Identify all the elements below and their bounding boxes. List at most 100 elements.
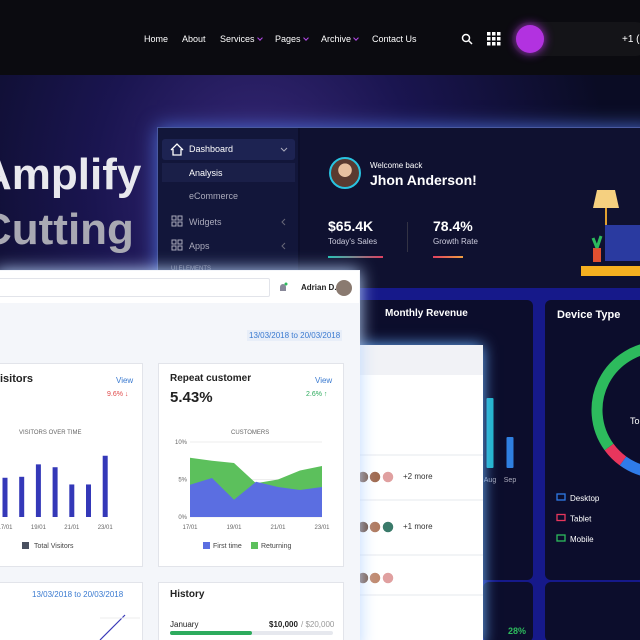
customers-chart: 0% 5% 10% 17/01 19/01 21/01 23/01 First time Ret… — [175, 440, 330, 550]
stat-value: 78.4% — [433, 218, 473, 234]
card-title: Repeat customer — [170, 373, 252, 384]
chevron — [353, 35, 359, 41]
x-tick-label: 17/01 — [182, 525, 198, 531]
search-box[interactable] — [0, 278, 270, 297]
admin-header — [0, 271, 359, 303]
nav-link[interactable]: Contact Us — [372, 34, 417, 44]
search-icon[interactable] — [461, 33, 473, 45]
sidebar-item[interactable]: Analysis — [189, 168, 223, 178]
history-amount: $10,000 — [269, 620, 298, 629]
stat-bar — [328, 256, 383, 258]
repeat-card — [158, 363, 344, 567]
more-count[interactable]: +1 more — [403, 522, 433, 531]
x-tick-label: Aug — [484, 477, 497, 484]
line-fragment — [99, 614, 140, 640]
view-link[interactable]: View — [116, 376, 134, 385]
sidebar-icons — [170, 143, 288, 251]
chart-title: VISITORS OVER TIME — [19, 430, 82, 436]
phone-number: +1 (6 — [622, 34, 640, 45]
chevron — [302, 35, 309, 41]
visitors-chart: 17/01 19/01 21/01 23/01 Total Visitors — [0, 455, 114, 550]
bar — [102, 455, 108, 517]
x-tick-label: Sep — [504, 477, 517, 484]
legend-swatch — [22, 542, 29, 549]
hero-line: Cutting — [0, 205, 134, 254]
divider — [407, 222, 408, 252]
bottom-card — [0, 582, 143, 640]
stat-bar — [433, 256, 463, 258]
team-rows — [355, 454, 483, 596]
user-avatar — [336, 280, 352, 296]
sidebar-sub-active[interactable] — [162, 163, 295, 182]
view-link[interactable]: View — [315, 376, 333, 385]
y-tick-label: 10% — [175, 440, 188, 446]
history-month: January — [170, 620, 199, 629]
chevron — [256, 35, 263, 41]
sidebar-active[interactable] — [162, 139, 295, 160]
bar — [86, 484, 91, 517]
card-title: Device Type — [557, 309, 621, 321]
nav-link[interactable]: Services — [220, 34, 263, 44]
welcome-name: Jhon Anderson! — [370, 172, 477, 188]
card-title: Monthly Revenue — [385, 308, 468, 319]
team-header — [355, 345, 483, 375]
card-value: 5.43% — [170, 389, 213, 406]
bell-icon[interactable] — [278, 282, 288, 294]
stat-value: $65.4K — [328, 218, 374, 234]
welcome-card — [300, 128, 640, 290]
bar — [2, 477, 8, 517]
illustration — [581, 190, 640, 276]
x-tick-label: 19/01 — [226, 525, 242, 531]
y-tick-label: 5% — [178, 478, 187, 484]
revenue-chart: Aug Sep — [484, 398, 517, 484]
legend-label: Desktop — [570, 494, 600, 503]
history-card — [158, 582, 344, 640]
stat-label: Growth Rate — [433, 237, 478, 246]
sidebar-item[interactable]: eCommerce — [189, 191, 239, 201]
nav-link[interactable]: Home — [144, 34, 169, 44]
more-count[interactable]: +2 more — [403, 472, 433, 481]
bar — [69, 484, 75, 517]
chart-title: CUSTOMERS — [231, 430, 270, 436]
legend-label: Tablet — [570, 515, 592, 524]
sidebar-item[interactable]: Apps — [189, 241, 210, 251]
donut-center: To — [630, 416, 640, 426]
x-tick-label: 23/01 — [314, 525, 330, 531]
x-tick-label: 23/01 — [98, 525, 114, 531]
card-title: isitors — [0, 373, 34, 385]
x-tick-label: 17/01 — [0, 525, 13, 531]
date-range[interactable]: 13/03/2018 to 20/03/2018 — [247, 330, 343, 341]
legend-icon — [556, 534, 566, 542]
nav-link[interactable]: Pages — [275, 34, 309, 44]
phone-button[interactable] — [516, 25, 544, 53]
sidebar-section: UI ELEMENTS — [171, 266, 212, 272]
donut-segment — [619, 456, 640, 476]
bottom-card — [545, 582, 640, 640]
nav-link[interactable]: Archive — [321, 34, 359, 44]
stat-label: Today's Sales — [328, 237, 378, 246]
donut-segment — [591, 344, 640, 451]
legend-icon — [556, 493, 566, 501]
grid-icon[interactable] — [487, 32, 501, 46]
nav-link[interactable]: About — [182, 34, 206, 44]
legend-swatch — [203, 542, 210, 549]
footer-stat: 28% — [508, 626, 527, 636]
date-range: 13/03/2018 to 20/03/2018 — [32, 590, 124, 599]
avatar — [329, 157, 361, 189]
area — [190, 478, 322, 517]
x-tick-label: 19/01 — [31, 525, 47, 531]
legend-label: Total Visitors — [34, 543, 74, 550]
bar — [506, 437, 514, 468]
legend-label: Returning — [261, 543, 291, 550]
history-total: / $20,000 — [301, 620, 335, 629]
bottom-card — [483, 582, 533, 640]
sidebar-item[interactable]: Widgets — [189, 217, 222, 227]
progress-fill — [170, 631, 252, 635]
bar — [35, 464, 41, 517]
device-card — [545, 300, 640, 580]
sidebar-item[interactable]: Dashboard — [189, 144, 234, 154]
visitors-card — [0, 363, 143, 567]
change: 2.6% ↑ — [306, 391, 328, 398]
legend-icon — [556, 513, 566, 522]
